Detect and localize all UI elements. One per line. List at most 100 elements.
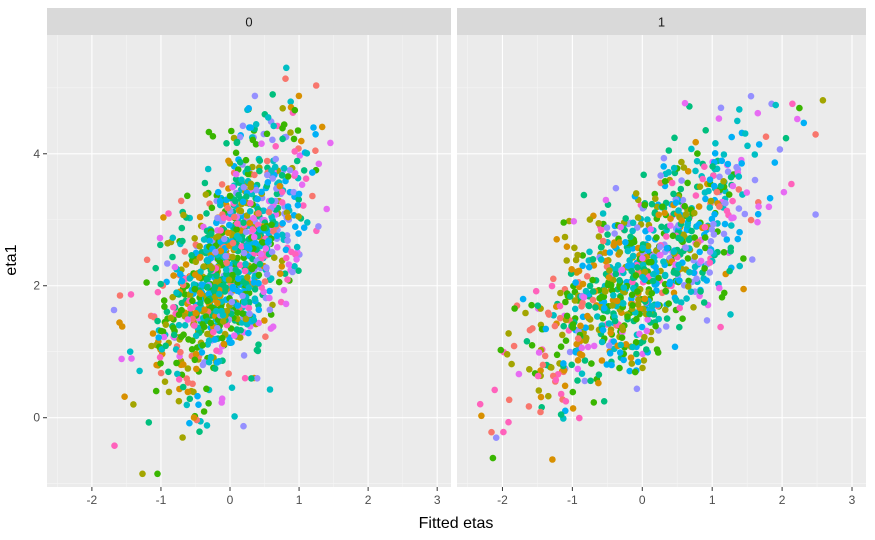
- scatter-point: [181, 248, 189, 255]
- scatter-point: [525, 403, 533, 410]
- scatter-point: [201, 179, 209, 187]
- scatter-point: [590, 399, 598, 406]
- scatter-point: [279, 172, 286, 179]
- scatter-point: [203, 210, 210, 217]
- scatter-point: [642, 227, 649, 235]
- scatter-point: [290, 188, 298, 196]
- scatter-point: [239, 278, 247, 285]
- scatter-point: [534, 372, 542, 380]
- scatter-point: [223, 140, 230, 147]
- scatter-point: [643, 327, 651, 335]
- scatter-point: [706, 248, 714, 256]
- scatter-point: [220, 214, 228, 222]
- scatter-point: [221, 235, 228, 243]
- scatter-point: [812, 131, 819, 138]
- scatter-point: [170, 304, 177, 311]
- scatter-point: [665, 300, 672, 307]
- scatter-point: [249, 226, 256, 233]
- scatter-point: [780, 188, 788, 196]
- scatter-point: [280, 121, 288, 128]
- scatter-point: [503, 351, 511, 358]
- scatter-point: [694, 150, 701, 157]
- facet-panel-0: 0 -2 -1 0 1 2 3 0 2 4: [33, 8, 451, 507]
- scatter-point: [599, 314, 607, 322]
- scatter-point: [211, 365, 219, 372]
- scatter-point: [693, 275, 700, 283]
- scatter-point: [300, 224, 308, 231]
- scatter-point: [177, 348, 184, 356]
- scatter-point: [165, 388, 173, 396]
- scatter-point: [585, 302, 592, 309]
- scatter-point: [242, 228, 250, 236]
- scatter-point: [143, 256, 151, 264]
- x-axis-title: Fitted etas: [419, 515, 494, 532]
- scatter-point: [228, 127, 235, 135]
- scatter-point: [127, 291, 135, 298]
- scatter-point: [574, 357, 582, 364]
- scatter-point: [178, 333, 185, 341]
- scatter-point: [632, 272, 640, 279]
- scatter-point: [617, 223, 624, 231]
- scatter-point: [194, 392, 201, 400]
- scatter-point: [277, 270, 284, 278]
- scatter-point: [574, 377, 581, 384]
- scatter-point: [557, 289, 564, 297]
- scatter-point: [557, 390, 565, 398]
- facet-panels: 0 -2 -1 0 1 2 3 0 2 4 1 -2 -1 0 1 2 3: [33, 8, 866, 507]
- scatter-point: [208, 204, 216, 212]
- scatter-point: [192, 258, 200, 266]
- scatter-point: [667, 222, 674, 229]
- scatter-point: [505, 396, 513, 404]
- scatter-point: [647, 225, 654, 233]
- scatter-point: [212, 278, 220, 286]
- scatter-point: [173, 359, 180, 367]
- scatter-point: [286, 166, 294, 174]
- scatter-point: [128, 355, 135, 362]
- scatter-point: [180, 211, 187, 219]
- scatter-point: [723, 236, 731, 243]
- scatter-point: [214, 233, 222, 240]
- scatter-point: [165, 368, 172, 376]
- scatter-point: [605, 320, 613, 327]
- scatter-point: [195, 274, 203, 281]
- scatter-point: [247, 183, 254, 191]
- scatter-point: [579, 252, 586, 259]
- scatter-point: [312, 147, 319, 154]
- scatter-point: [243, 193, 250, 200]
- scatter-point: [161, 303, 168, 311]
- scatter-point: [588, 360, 595, 367]
- scatter-point: [657, 172, 664, 179]
- scatter-point: [143, 279, 150, 286]
- scatter-point: [656, 243, 664, 251]
- scatter-point: [604, 231, 611, 238]
- scatter-point: [676, 277, 683, 284]
- scatter-point: [634, 358, 642, 366]
- scatter-point: [667, 215, 674, 222]
- scatter-point: [724, 168, 732, 175]
- scatter-point: [622, 239, 629, 246]
- scatter-point: [754, 210, 762, 218]
- scatter-point: [624, 262, 632, 270]
- scatter-point: [246, 219, 253, 227]
- scatter-point: [160, 214, 167, 221]
- scatter-point: [225, 157, 232, 165]
- scatter-point: [701, 189, 709, 196]
- scatter-point: [684, 222, 691, 229]
- scatter-point: [295, 190, 303, 198]
- scatter-point: [237, 327, 244, 334]
- scatter-point: [210, 328, 217, 336]
- scatter-point: [242, 156, 250, 164]
- scatter-point: [675, 207, 682, 214]
- scatter-point: [294, 127, 302, 134]
- scatter-point: [268, 221, 275, 229]
- scatter-point: [156, 354, 164, 361]
- scatter-point: [229, 239, 237, 247]
- scatter-point: [679, 315, 686, 323]
- scatter-point: [549, 456, 556, 463]
- scatter-point: [246, 310, 253, 318]
- scatter-point: [673, 297, 680, 304]
- scatter-point: [248, 265, 256, 273]
- scatter-point: [184, 316, 192, 323]
- scatter-point: [734, 117, 741, 125]
- scatter-point: [291, 106, 299, 114]
